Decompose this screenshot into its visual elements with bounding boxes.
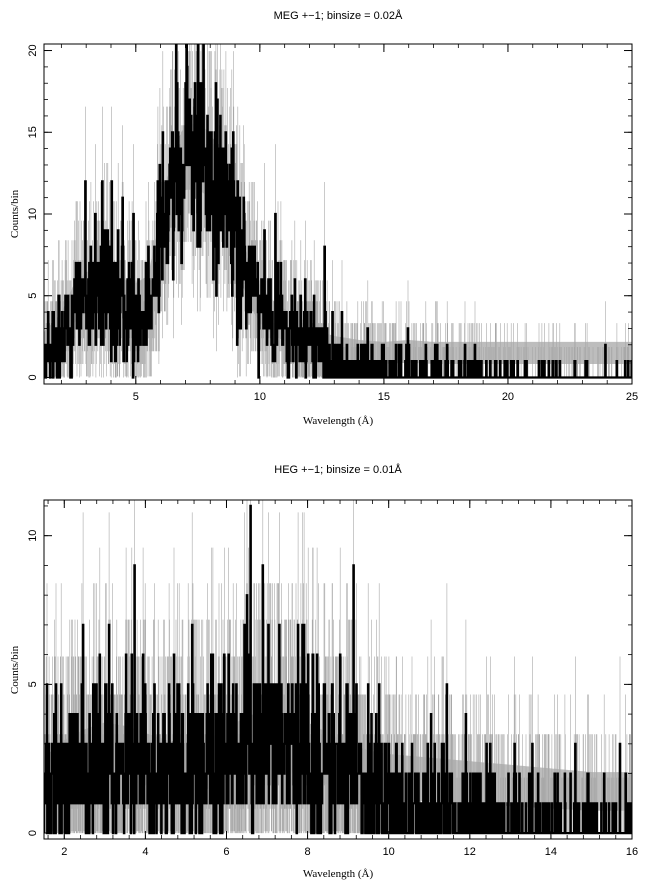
meg-y-ticks: 0 5 10 15 20: [27, 44, 632, 381]
heg-title: HEG +−1; binsize = 0.01Å: [274, 463, 402, 476]
counts-step-line: [44, 44, 632, 379]
heg-panel: HEG +−1; binsize = 0.01Å 2 4 6 8 10 12 14 16 0 5…: [9, 463, 638, 880]
x-tick-label: 20: [502, 391, 514, 403]
y-tick-label: 0: [27, 830, 39, 836]
heg-counts-histogram: [44, 504, 632, 835]
x-tick-label: 16: [626, 846, 638, 858]
meg-x-axis-label: Wavelength (Å): [303, 415, 374, 427]
y-tick-label: 10: [27, 208, 39, 220]
x-tick-label: 10: [383, 846, 395, 858]
x-tick-label: 6: [223, 846, 229, 858]
heg-x-ticks: 2 4 6 8 10 12 14 16: [47, 500, 638, 858]
y-tick-label: 20: [27, 44, 39, 56]
y-tick-label: 5: [27, 681, 39, 687]
x-tick-label: 10: [254, 391, 266, 403]
x-tick-label: 8: [305, 846, 311, 858]
meg-counts-histogram: [44, 44, 632, 379]
counts-step-line: [44, 504, 632, 835]
meg-y-axis-label: Counts/bin: [9, 189, 21, 238]
x-tick-label: 2: [61, 846, 67, 858]
x-tick-label: 4: [142, 846, 148, 858]
x-tick-label: 14: [545, 846, 557, 858]
heg-y-ticks: 0 5 10: [27, 505, 632, 836]
meg-x-ticks: 5 10 15 20 25: [60, 44, 638, 403]
y-tick-label: 10: [27, 530, 39, 542]
x-tick-label: 5: [133, 391, 139, 403]
meg-panel: MEG +−1; binsize = 0.02Å 5 10 15 20 25 0 5 10 1…: [9, 9, 638, 427]
y-tick-label: 15: [27, 126, 39, 138]
heg-plot-frame: [43, 499, 633, 840]
x-tick-label: 15: [378, 391, 390, 403]
y-tick-label: 0: [27, 374, 39, 380]
x-tick-label: 25: [626, 391, 638, 403]
heg-y-axis-label: Counts/bin: [9, 645, 21, 694]
meg-title: MEG +−1; binsize = 0.02Å: [274, 9, 403, 22]
y-tick-label: 5: [27, 293, 39, 299]
heg-x-axis-label: Wavelength (Å): [303, 868, 374, 880]
x-tick-label: 12: [464, 846, 476, 858]
